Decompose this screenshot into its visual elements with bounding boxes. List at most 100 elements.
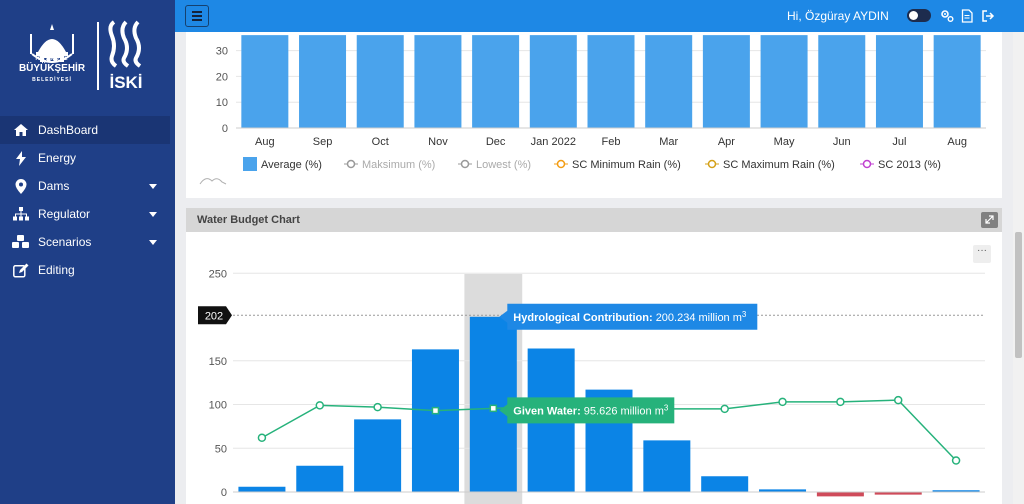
y-tick-label: 50 [215, 443, 227, 455]
bar [411, 349, 459, 492]
y-tick-label: 100 [209, 400, 227, 412]
sidebar: İSTANBUL BÜYÜKŞEHİR BELEDİYESİ İSKİ Dash… [0, 0, 175, 504]
x-tick-label: Jul [892, 136, 906, 148]
menu-toggle-button[interactable] [185, 5, 209, 27]
ibb-logo-line3: BELEDİYESİ [32, 77, 72, 83]
bar [702, 35, 750, 129]
y-tick-label: 0 [221, 487, 227, 499]
tooltip-text: Given Water: 95.626 million m3 [513, 403, 669, 417]
chevron-down-icon [149, 212, 157, 217]
ibb-logo [30, 24, 74, 63]
tooltip-text: Hydrological Contribution: 200.234 milli… [513, 310, 747, 324]
chart-menu-button[interactable]: ··· [973, 245, 991, 263]
chevron-down-icon [149, 240, 157, 245]
bar [643, 440, 691, 492]
bar [816, 492, 864, 497]
x-tick-label: May [774, 136, 795, 148]
bar [818, 35, 866, 129]
bar [874, 492, 922, 495]
bar [354, 419, 402, 492]
bar [932, 490, 980, 493]
hamburger-icon-line [192, 15, 202, 17]
document-icon[interactable] [960, 9, 974, 23]
bar [414, 35, 462, 129]
line-point [373, 402, 382, 412]
bar [645, 35, 693, 129]
legend-label: SC 2013 (%) [878, 159, 941, 171]
hamburger-icon [192, 11, 202, 13]
bar [529, 35, 577, 129]
bar [296, 465, 344, 492]
x-tick-label: Jun [833, 136, 851, 148]
bar [875, 35, 923, 129]
panel-title: Water Budget Chart [186, 208, 1002, 232]
line-point [431, 406, 440, 415]
sidebar-item-dams[interactable]: Dams [0, 172, 175, 200]
bar [587, 35, 635, 129]
y-tick-label: 20 [216, 71, 228, 83]
sidebar-item-editing[interactable]: Editing [0, 256, 175, 284]
expand-button[interactable] [981, 212, 998, 228]
sitemap-icon [12, 206, 30, 222]
x-tick-label: Feb [602, 136, 621, 148]
sidebar-item-regulator[interactable]: Regulator [0, 200, 175, 228]
bar [701, 476, 749, 492]
average-chart-panel: 30 20 10 0 Aug Sep Oct Nov Dec Jan 2022 Feb Mar Apr M… [186, 32, 1002, 198]
sidebar-item-energy[interactable]: Energy [0, 144, 175, 172]
bar [238, 486, 286, 492]
sidebar-item-label: Scenarios [38, 235, 92, 249]
sidebar-item-label: Dams [38, 179, 70, 193]
legend-marker [243, 157, 257, 171]
bar [760, 35, 808, 129]
y-tick-label: 30 [216, 46, 228, 58]
x-tick-label: Nov [428, 136, 448, 148]
legend-label: Maksimum (%) [362, 159, 435, 171]
cubes-icon [12, 234, 30, 250]
x-tick-label: Aug [947, 136, 967, 148]
water-budget-panel: Water Budget Chart ··· 250 150 100 50 0 202 Hy… [186, 208, 1002, 504]
ibb-logo-line1: İSTANBUL [35, 56, 69, 62]
iski-logo-text: İSKİ [109, 73, 142, 92]
x-tick-label: Dec [486, 136, 506, 148]
sidebar-item-scenarios[interactable]: Scenarios [0, 228, 175, 256]
logout-icon[interactable] [981, 9, 995, 23]
panel-title-text: Water Budget Chart [197, 214, 300, 226]
edit-icon [12, 262, 30, 278]
top-bar: Hi, Özgüray AYDIN [175, 0, 1024, 32]
bar [241, 35, 289, 129]
logo-area: İSTANBUL BÜYÜKŞEHİR BELEDİYESİ İSKİ [0, 0, 175, 108]
legend-marker [862, 159, 872, 169]
hamburger-icon-line [192, 19, 202, 21]
x-tick-label: Mar [659, 136, 678, 148]
bar [472, 35, 520, 129]
y-tick-label: 10 [216, 97, 228, 109]
page-scrollbar[interactable] [1013, 32, 1024, 504]
bar [299, 35, 347, 129]
theme-toggle[interactable] [907, 9, 931, 22]
sidebar-item-dashboard[interactable]: DashBoard [0, 116, 170, 144]
legend-marker [346, 159, 356, 169]
line-point [951, 456, 961, 465]
water-budget-chart: 250 150 100 50 0 202 Hydrological Contribution… [198, 268, 985, 504]
x-tick-label: Jan 2022 [531, 136, 576, 148]
legend-label: SC Maximum Rain (%) [723, 159, 835, 171]
legend-label: Average (%) [261, 159, 322, 171]
x-tick-label: Apr [718, 136, 735, 148]
y-tick-label: 0 [222, 123, 228, 135]
scrollbar-thumb[interactable] [1015, 232, 1022, 358]
legend-label: SC Minimum Rain (%) [572, 159, 681, 171]
x-tick-label: Sep [313, 136, 333, 148]
line-point [315, 401, 325, 410]
ibb-logo-line2: BÜYÜKŞEHİR [18, 63, 86, 74]
y-tick-label: 150 [209, 356, 227, 368]
more-icon: ··· [977, 245, 987, 256]
line-point [893, 395, 903, 405]
bar [759, 489, 807, 492]
settings-icon[interactable] [940, 9, 954, 23]
sidebar-item-label: Regulator [38, 207, 91, 221]
line-point [836, 397, 845, 407]
legend-label: Lowest (%) [476, 159, 531, 171]
line-point [720, 404, 729, 414]
sidebar-item-label: DashBoard [38, 123, 99, 137]
sidebar-item-label: Editing [38, 263, 75, 277]
